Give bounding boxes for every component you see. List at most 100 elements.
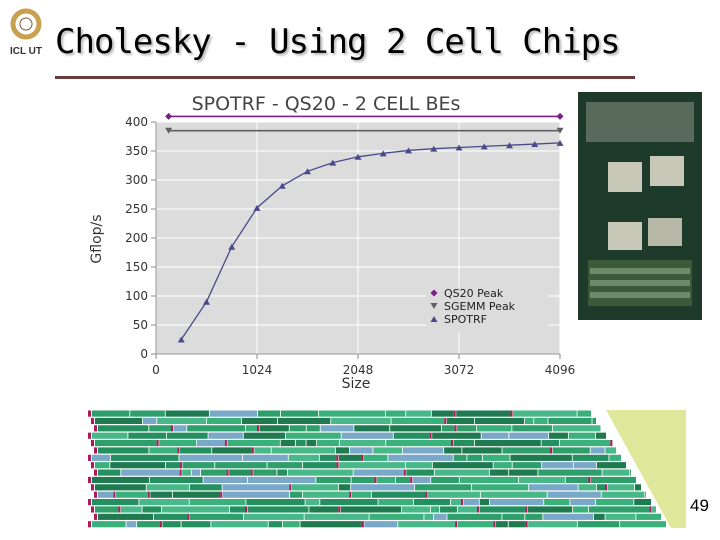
trace-task	[577, 410, 591, 417]
trace-row	[88, 432, 606, 439]
trace-task	[541, 440, 560, 447]
cell-chip-icon	[608, 162, 642, 192]
trace-task	[289, 491, 302, 498]
trace-task	[98, 425, 149, 432]
trace-task	[425, 491, 428, 498]
trace-task	[590, 447, 605, 454]
trace-task	[475, 417, 525, 425]
trace-task	[190, 513, 244, 520]
trace-task	[605, 484, 608, 491]
trace-task	[211, 521, 268, 528]
trace-task	[302, 462, 337, 469]
trace-task	[573, 462, 597, 469]
trace-task	[349, 491, 352, 498]
trace-task	[212, 447, 252, 454]
trace-task	[444, 447, 462, 454]
trace-task	[222, 484, 290, 491]
trace-task	[171, 425, 174, 432]
trace-task	[142, 506, 162, 513]
trace-task	[471, 484, 529, 491]
slide-title: Cholesky - Using 2 Cell Chips	[55, 22, 621, 62]
icl-ut-logo: ICL UT	[10, 8, 42, 57]
trace-task	[280, 440, 295, 447]
data-point	[177, 336, 185, 343]
data-point	[228, 243, 236, 250]
trace-task	[354, 425, 390, 432]
trace-task	[480, 491, 547, 498]
trace-task	[289, 425, 306, 432]
data-point	[278, 182, 286, 189]
y-tick-label: 150	[125, 260, 148, 274]
trace-task	[215, 462, 267, 469]
trace-task	[463, 499, 479, 506]
trace-task	[455, 521, 458, 528]
trace-task	[453, 454, 467, 461]
trace-task	[534, 417, 548, 425]
series-qs20-peak	[165, 112, 564, 120]
series-spotrf	[177, 139, 564, 343]
trace-task	[150, 491, 172, 498]
series-sgemm-peak	[165, 127, 564, 134]
trace-task	[610, 440, 613, 447]
trace-task	[512, 462, 542, 469]
trace-task	[528, 521, 577, 528]
trace-task	[518, 476, 565, 484]
trace-task	[128, 432, 167, 439]
trace-task	[512, 425, 552, 432]
trace-task	[364, 454, 388, 461]
trace-task	[393, 432, 430, 439]
trace-task	[509, 469, 538, 476]
trace-row	[91, 484, 641, 491]
trace-task	[259, 425, 289, 432]
y-axis-label: Gflop/s	[89, 214, 105, 263]
data-point	[203, 298, 210, 305]
trace-task	[634, 499, 651, 506]
trace-task	[592, 417, 596, 425]
y-tick-label: 250	[125, 202, 148, 216]
trace-task	[479, 506, 526, 513]
trace-task	[200, 469, 227, 476]
trace-task	[331, 417, 391, 425]
y-tick-label: 50	[133, 318, 148, 332]
trace-task	[402, 506, 430, 513]
y-tick-label: 350	[125, 144, 148, 158]
trace-task	[92, 410, 130, 417]
trace-task	[92, 432, 128, 439]
legend-label: SPOTRF	[444, 313, 487, 326]
trace-task	[547, 491, 601, 498]
trace-task	[390, 425, 442, 432]
trace-task	[573, 506, 589, 513]
trace-task	[462, 447, 502, 454]
data-point	[165, 127, 173, 134]
trace-task	[453, 410, 456, 417]
trace-task	[182, 462, 215, 469]
data-point	[379, 150, 387, 157]
trace-task	[179, 469, 182, 476]
trace-task	[544, 499, 570, 506]
trace-task	[440, 506, 457, 513]
trace-row	[88, 454, 621, 461]
trace-task	[242, 454, 288, 461]
trace-task	[596, 462, 626, 469]
trace-task	[525, 506, 528, 513]
trace-task	[601, 491, 645, 498]
cell-chip-icon	[608, 222, 642, 250]
trace-task	[203, 476, 248, 484]
x-tick-label: 0	[152, 363, 160, 377]
trace-task	[508, 521, 526, 528]
trace-task	[386, 440, 451, 447]
trace-task	[149, 425, 172, 432]
trace-task	[447, 513, 502, 520]
y-tick-label: 100	[125, 289, 148, 303]
trace-task	[180, 462, 183, 469]
trace-row	[91, 440, 613, 447]
y-tick-label: 400	[125, 115, 148, 129]
trace-task	[206, 417, 242, 425]
trace-task	[338, 484, 351, 491]
trace-task	[280, 410, 319, 417]
trace-task	[412, 476, 431, 484]
trace-task	[538, 469, 602, 476]
trace-task	[157, 417, 207, 425]
trace-task	[652, 506, 656, 513]
